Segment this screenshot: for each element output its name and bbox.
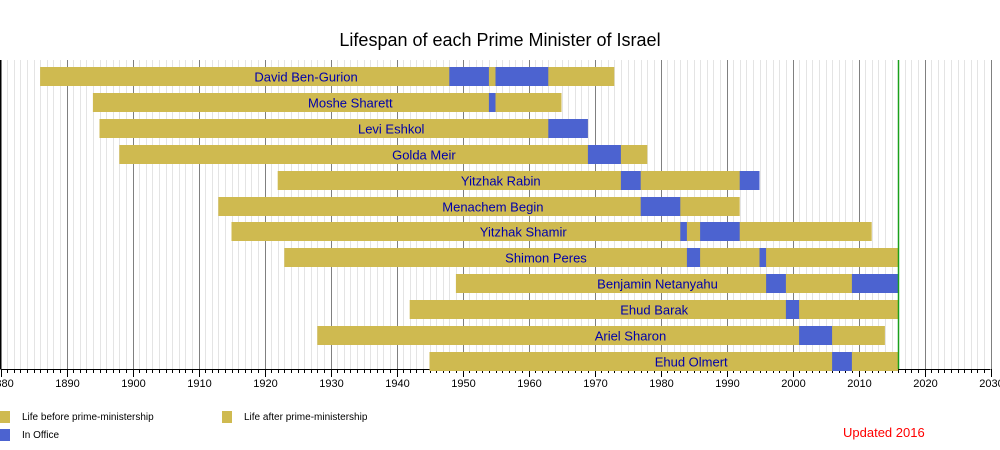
office-bar-benjamin-netanyahu-1 bbox=[766, 274, 786, 293]
tick-label-1930: 1930 bbox=[319, 378, 343, 390]
legend-swatch-office bbox=[0, 429, 10, 441]
life-bar-ehud-barak bbox=[409, 300, 899, 319]
bar-label-ehud-olmert: Ehud Olmert bbox=[655, 355, 728, 370]
tick-label-1960: 1960 bbox=[517, 378, 541, 390]
legend-label-office: In Office bbox=[22, 429, 60, 441]
chart-title: Lifespan of each Prime Minister of Israe… bbox=[339, 30, 661, 50]
life-bar-ariel-sharon bbox=[317, 326, 885, 345]
bar-label-menachem-begin: Menachem Begin bbox=[442, 200, 543, 215]
bar-label-david-ben-gurion: David Ben-Gurion bbox=[254, 70, 357, 85]
bar-label-golda-meir: Golda Meir bbox=[392, 148, 456, 163]
office-bar-yitzhak-shamir-1 bbox=[680, 222, 687, 241]
office-bar-david-ben-gurion-2 bbox=[495, 67, 549, 86]
life-bar-ehud-olmert bbox=[429, 352, 899, 371]
legend-item-office: In Office bbox=[0, 429, 59, 441]
bar-label-yitzhak-rabin: Yitzhak Rabin bbox=[461, 174, 541, 189]
legend-label-before: Life before prime-ministership bbox=[22, 411, 154, 423]
tick-label-1980: 1980 bbox=[649, 378, 673, 390]
tick-label-1910: 1910 bbox=[187, 378, 211, 390]
office-bar-yitzhak-shamir-2 bbox=[700, 222, 740, 241]
bar-label-yitzhak-shamir: Yitzhak Shamir bbox=[480, 225, 568, 240]
life-bar-shimon-peres bbox=[284, 248, 899, 267]
tick-label-2030: 2030 bbox=[979, 378, 1000, 390]
updated-note: Updated 2016 bbox=[843, 425, 925, 440]
tick-label-2000: 2000 bbox=[781, 378, 805, 390]
legend-label-after: Life after prime-ministership bbox=[244, 411, 368, 423]
tick-label-1970: 1970 bbox=[583, 378, 607, 390]
tick-label-2020: 2020 bbox=[913, 378, 937, 390]
life-bar-menachem-begin bbox=[218, 197, 740, 216]
tick-label-1990: 1990 bbox=[715, 378, 739, 390]
office-bar-shimon-peres-2 bbox=[759, 248, 767, 267]
legend-swatch-after bbox=[222, 411, 232, 423]
office-bar-yitzhak-rabin-1 bbox=[620, 171, 641, 190]
tick-label-2010: 2010 bbox=[847, 378, 871, 390]
life-bar-benjamin-netanyahu bbox=[455, 274, 899, 293]
tick-label-1890: 1890 bbox=[55, 378, 79, 390]
bar-label-benjamin-netanyahu: Benjamin Netanyahu bbox=[597, 277, 718, 292]
tick-label-1900: 1900 bbox=[121, 378, 145, 390]
bar-label-ariel-sharon: Ariel Sharon bbox=[595, 329, 667, 344]
tick-label-1880: 1880 bbox=[0, 378, 14, 390]
legend-swatch-before bbox=[0, 411, 10, 423]
legend-item-after: Life after prime-ministership bbox=[222, 411, 367, 423]
office-bar-ehud-barak-1 bbox=[785, 300, 800, 319]
tick-label-1940: 1940 bbox=[385, 378, 409, 390]
office-bar-david-ben-gurion-1 bbox=[449, 67, 489, 86]
office-bar-yitzhak-rabin-2 bbox=[739, 171, 760, 190]
life-bar-levi-eshkol bbox=[99, 119, 588, 138]
office-bar-ariel-sharon-1 bbox=[799, 326, 833, 345]
life-bar-moshe-sharett bbox=[92, 93, 562, 112]
office-bar-moshe-sharett-1 bbox=[488, 93, 496, 112]
tick-label-1920: 1920 bbox=[253, 378, 277, 390]
legend-item-before: Life before prime-ministership bbox=[0, 411, 154, 423]
tick-label-1950: 1950 bbox=[451, 378, 475, 390]
office-bar-shimon-peres-1 bbox=[686, 248, 701, 267]
office-bar-golda-meir-1 bbox=[587, 145, 621, 164]
life-bar-golda-meir bbox=[119, 145, 648, 164]
office-bar-ehud-olmert-1 bbox=[832, 352, 852, 371]
office-bar-benjamin-netanyahu-2 bbox=[851, 274, 899, 293]
office-bar-levi-eshkol-1 bbox=[548, 119, 588, 138]
bar-label-ehud-barak: Ehud Barak bbox=[620, 303, 688, 318]
bar-label-moshe-sharett: Moshe Sharett bbox=[308, 96, 393, 111]
bar-label-shimon-peres: Shimon Peres bbox=[505, 251, 587, 266]
bar-label-levi-eshkol: Levi Eshkol bbox=[358, 122, 425, 137]
office-bar-menachem-begin-1 bbox=[640, 197, 681, 216]
